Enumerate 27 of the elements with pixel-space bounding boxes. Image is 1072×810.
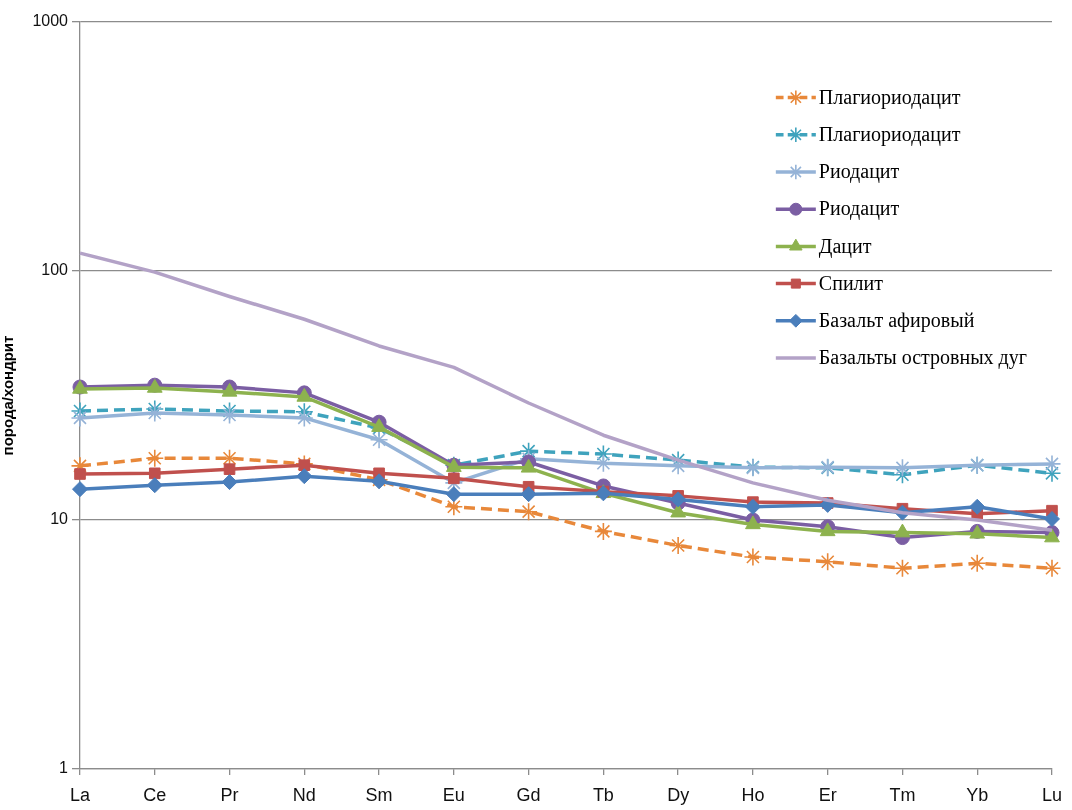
x-tick-label: Yb xyxy=(966,784,989,805)
x-tick-label: Tb xyxy=(592,784,614,805)
legend-label: Спилит xyxy=(818,271,884,294)
y-axis-title: порода/хондрит xyxy=(0,335,17,456)
x-tick-label: Nd xyxy=(292,784,316,805)
legend-label: Плагиориодацит xyxy=(818,123,961,147)
x-tick-label: Lu xyxy=(1041,784,1062,805)
y-tick-label: 1 xyxy=(59,759,69,777)
x-tick-label: Er xyxy=(818,784,837,805)
x-tick-label: Sm xyxy=(365,784,393,805)
y-tick-label: 100 xyxy=(41,261,69,279)
legend-label: Дацит xyxy=(818,234,872,258)
legend-label: Риодацит xyxy=(818,197,900,221)
x-tick-label: Pr xyxy=(220,784,239,805)
y-tick-label: 1000 xyxy=(32,12,69,30)
x-tick-label: Ce xyxy=(143,784,167,805)
x-tick-label: Tm xyxy=(889,784,916,805)
x-tick-label: Ho xyxy=(741,784,765,805)
legend-label: Плагиориодацит xyxy=(818,85,961,109)
legend-label: Базальты островных дуг xyxy=(818,346,1027,370)
legend-label: Базальт афировый xyxy=(818,309,975,333)
y-tick-label: 10 xyxy=(50,510,69,528)
x-tick-label: La xyxy=(69,784,91,805)
x-tick-label: Dy xyxy=(667,784,690,805)
x-tick-label: Eu xyxy=(442,784,465,805)
x-tick-label: Gd xyxy=(516,784,541,805)
legend-label: Риодацит xyxy=(818,160,900,184)
